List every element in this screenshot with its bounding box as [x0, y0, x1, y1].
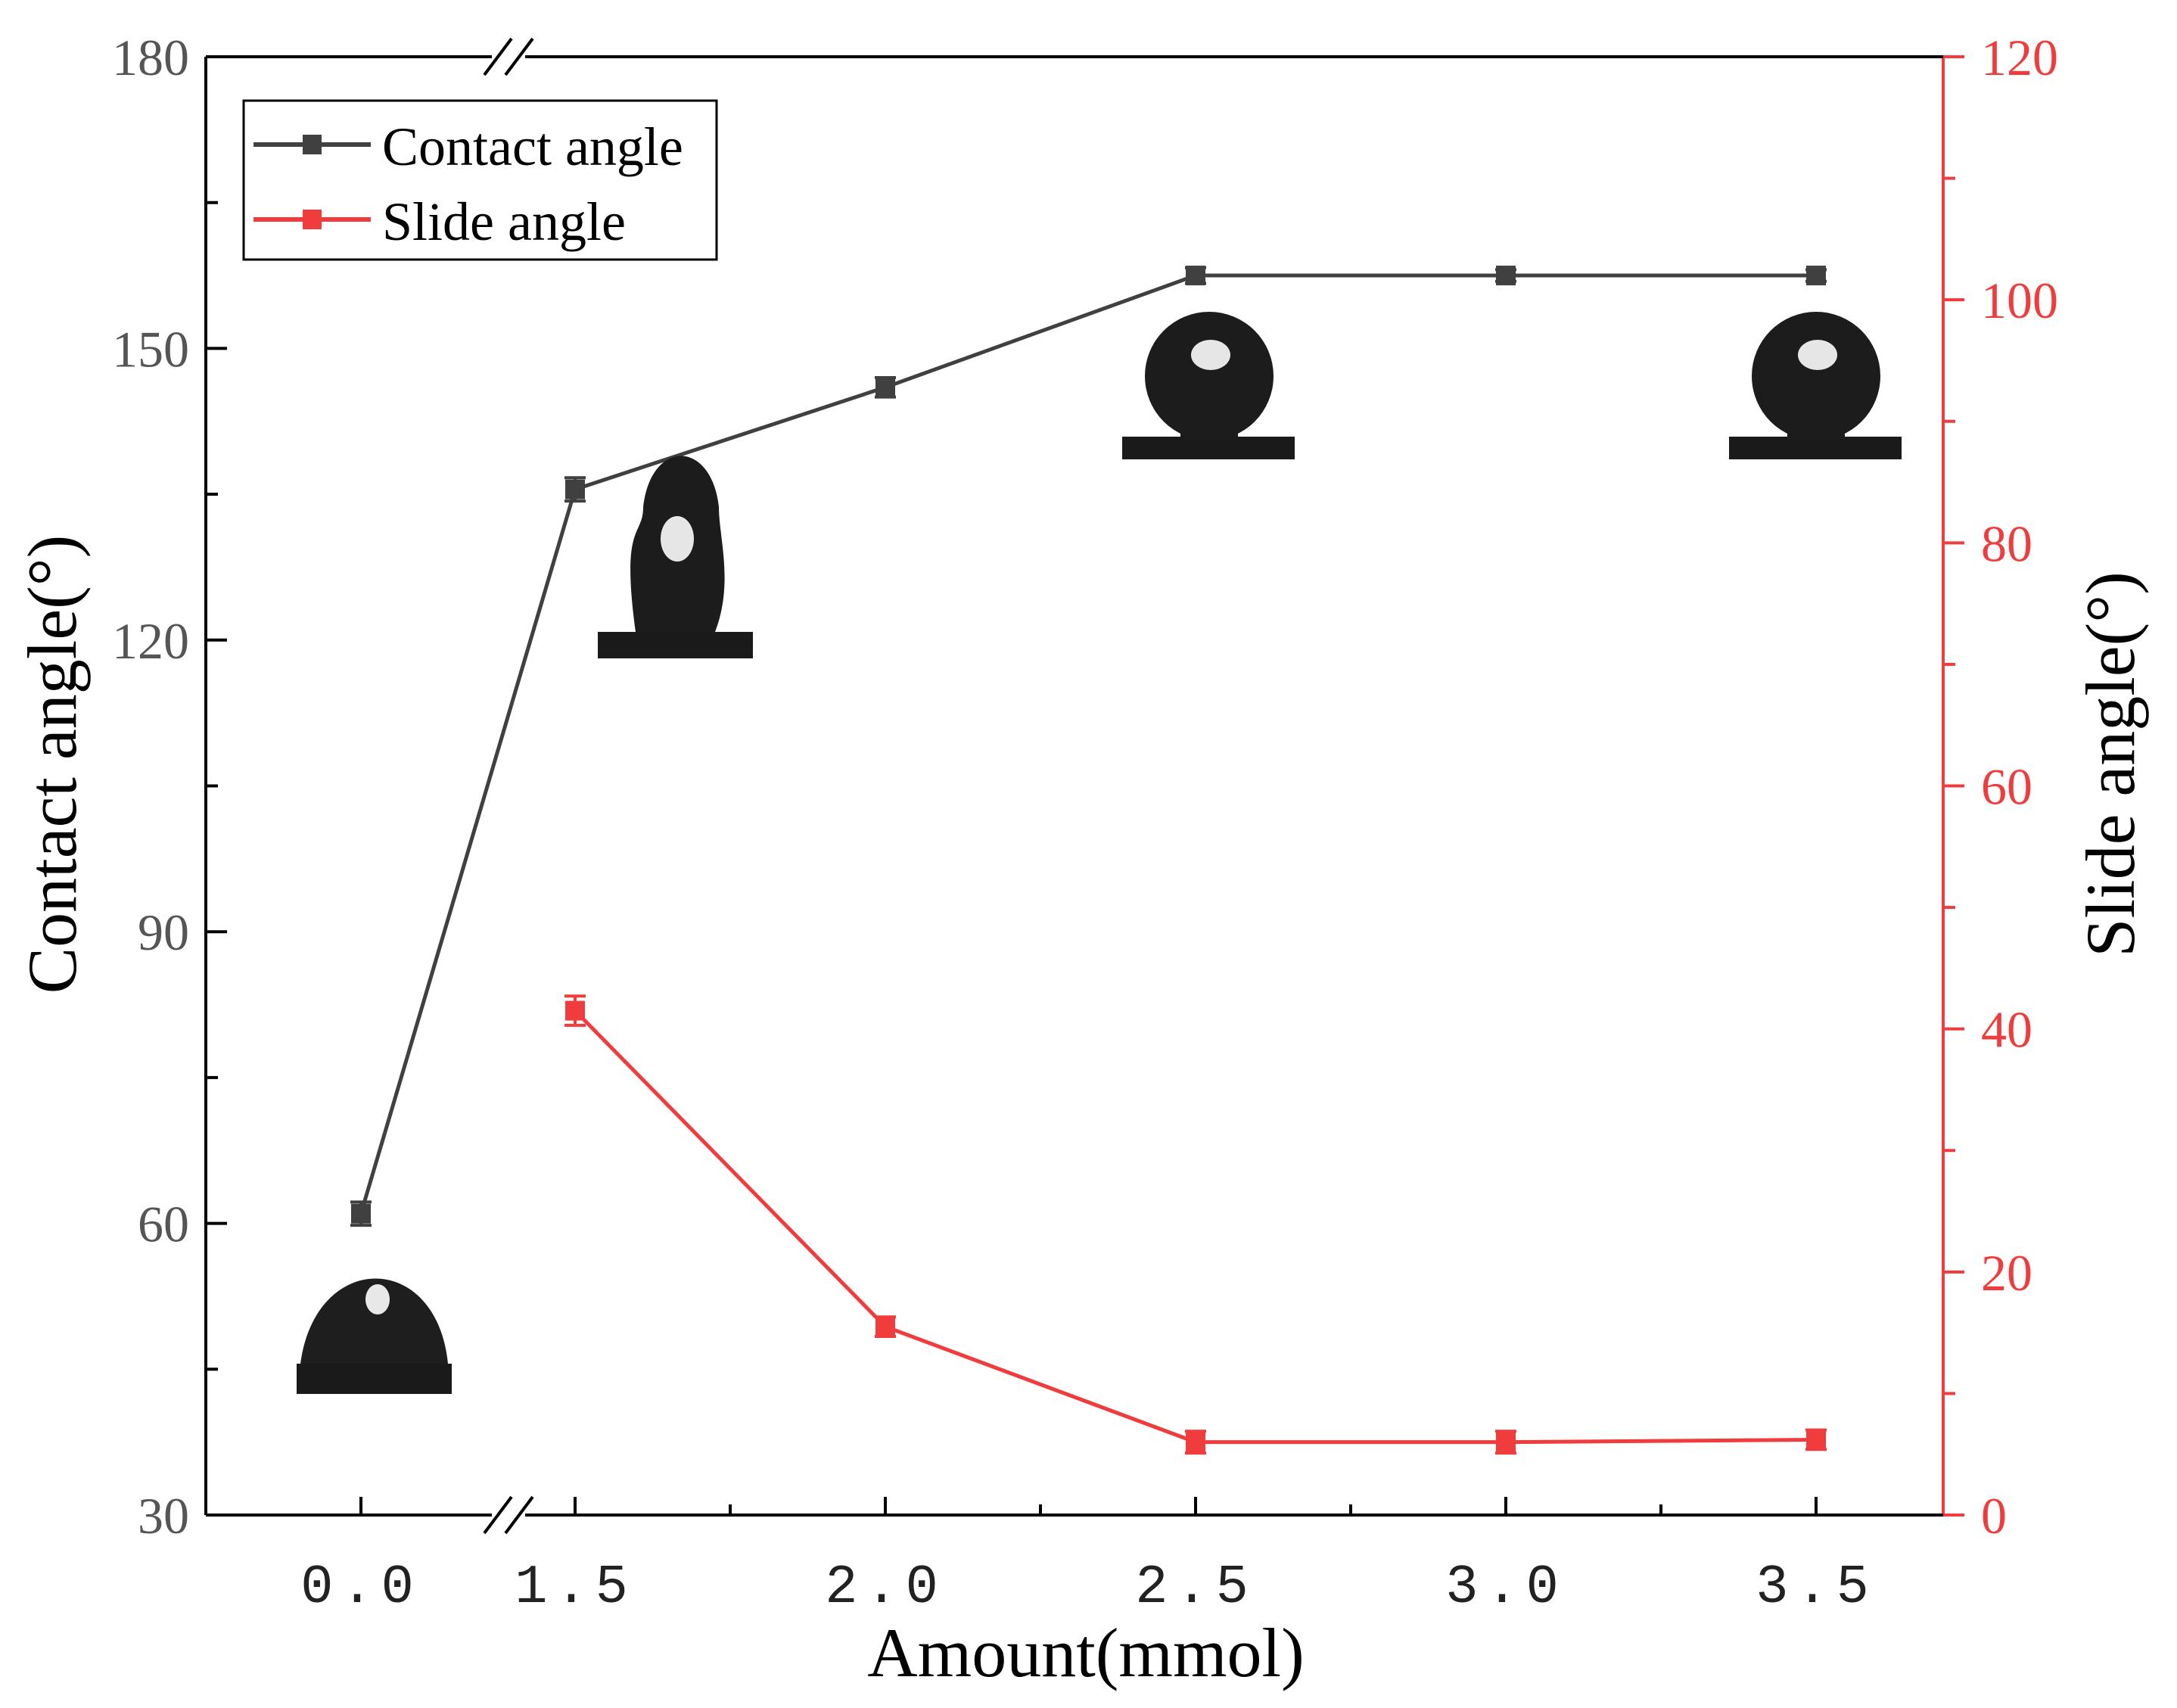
data-point [1186, 266, 1205, 286]
y-left-tick-label: 150 [112, 320, 189, 378]
droplet-neck [1787, 425, 1845, 440]
x-tick-label: 0.0 [300, 1557, 421, 1619]
substrate [598, 632, 753, 658]
data-point [1806, 1430, 1826, 1450]
x-tick-label: 2.0 [825, 1557, 946, 1619]
droplet-highlight [661, 516, 694, 562]
data-point [1186, 1432, 1205, 1452]
y-right-tick-label: 0 [1981, 1487, 2007, 1545]
droplet-highlight [365, 1284, 390, 1314]
y-left-tick-label: 120 [112, 612, 189, 670]
y-left-tick-label: 180 [112, 29, 189, 86]
y-right-tick-label: 120 [1981, 29, 2058, 86]
y-left-tick-label: 60 [138, 1196, 189, 1253]
axis-break-mark [504, 1495, 534, 1535]
series-slide-angle [564, 994, 1827, 1455]
y-right-axis-title: Slide angle(°) [2072, 571, 2149, 957]
droplet-shape [1145, 312, 1274, 440]
legend-slide-label: Slide angle [382, 191, 626, 252]
legend-slide-marker [303, 210, 322, 229]
x-axis-title: Amount(mmol) [867, 1614, 1305, 1691]
data-point [351, 1203, 371, 1224]
legend-contact-marker [303, 135, 322, 154]
y-left-tick-label: 90 [138, 904, 189, 961]
x-tick-label: 3.0 [1445, 1557, 1566, 1619]
data-point [1496, 1432, 1516, 1452]
legend: Contact angle Slide angle [242, 99, 718, 261]
axis-ticks [206, 55, 1964, 1517]
y-left-tick-label: 30 [138, 1487, 189, 1545]
x-tick-label: 2.5 [1135, 1557, 1256, 1619]
x-tick-label: 3.5 [1756, 1557, 1877, 1619]
plot-frame [204, 37, 1945, 1535]
series-line [359, 273, 1816, 1215]
substrate [297, 1364, 452, 1394]
data-point [875, 1317, 895, 1337]
axis-break-mark [483, 37, 513, 76]
legend-box [242, 99, 718, 261]
series-contact-angle [350, 266, 1827, 1227]
droplet-at-2.5 [1122, 312, 1295, 459]
data-point [875, 377, 895, 397]
y-right-tick-label: 40 [1981, 1001, 2032, 1059]
axis-break-mark [504, 37, 534, 76]
y-left-axis-title: Contact angle(°) [14, 535, 91, 994]
droplet-shape [300, 1278, 448, 1364]
legend-contact-label: Contact angle [382, 117, 683, 177]
axis-break-mark [483, 1495, 513, 1535]
y-right-tick-label: 60 [1981, 758, 2032, 816]
series-layer [350, 266, 1827, 1455]
y-right-tick-label: 100 [1981, 272, 2058, 329]
droplet-neck [1180, 425, 1238, 440]
series-line [574, 1009, 1817, 1445]
droplet-shape [1752, 312, 1880, 440]
x-tick-label: 1.5 [515, 1557, 636, 1619]
data-point [565, 1000, 585, 1021]
data-point [565, 479, 585, 499]
droplet-highlight [1191, 340, 1230, 370]
droplet-at-3.5 [1729, 312, 1902, 459]
droplet-at-1.5 [598, 456, 753, 658]
droplet-insets [297, 312, 1902, 1394]
data-point [1806, 266, 1826, 286]
axis-tick-labels: 30 60 90 120 150 180 0 20 40 60 80 100 120 0.0 1.5 2.0 2… [112, 29, 2058, 1619]
y-right-tick-label: 80 [1981, 515, 2032, 572]
data-point [1496, 266, 1516, 286]
y-right-tick-label: 20 [1981, 1244, 2032, 1302]
droplet-highlight [1798, 340, 1837, 370]
droplet-at-0.0 [297, 1278, 452, 1394]
